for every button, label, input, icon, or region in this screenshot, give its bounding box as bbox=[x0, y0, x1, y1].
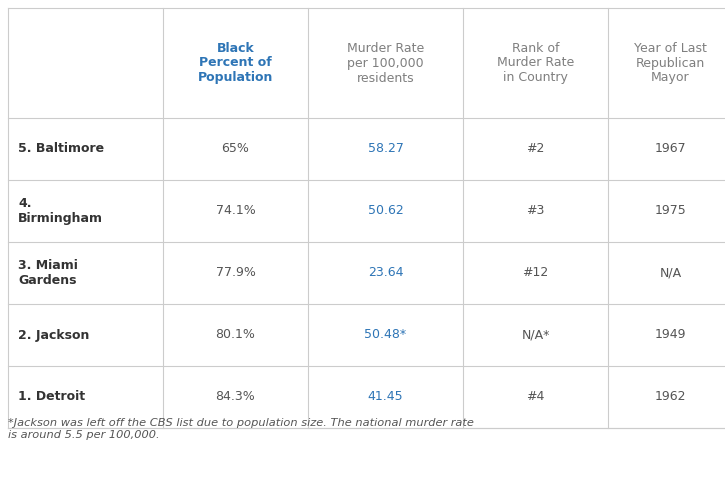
Text: 58.27: 58.27 bbox=[368, 142, 403, 155]
Text: #3: #3 bbox=[526, 205, 544, 217]
Text: 84.3%: 84.3% bbox=[215, 390, 255, 403]
Text: Year of Last
Republican
Mayor: Year of Last Republican Mayor bbox=[634, 41, 707, 84]
Text: #2: #2 bbox=[526, 142, 544, 155]
Text: 74.1%: 74.1% bbox=[215, 205, 255, 217]
Text: 23.64: 23.64 bbox=[368, 267, 403, 280]
Text: 1949: 1949 bbox=[655, 328, 687, 342]
Text: 1975: 1975 bbox=[655, 205, 687, 217]
Text: 50.62: 50.62 bbox=[368, 205, 403, 217]
Text: N/A: N/A bbox=[660, 267, 681, 280]
Text: Murder Rate
per 100,000
residents: Murder Rate per 100,000 residents bbox=[347, 41, 424, 84]
Text: 1. Detroit: 1. Detroit bbox=[18, 390, 85, 403]
Text: Rank of
Murder Rate
in Country: Rank of Murder Rate in Country bbox=[497, 41, 574, 84]
Text: 3. Miami
Gardens: 3. Miami Gardens bbox=[18, 259, 78, 287]
Text: 77.9%: 77.9% bbox=[215, 267, 255, 280]
Text: 50.48*: 50.48* bbox=[365, 328, 407, 342]
Text: 5. Baltimore: 5. Baltimore bbox=[18, 142, 104, 155]
Text: 4.
Birmingham: 4. Birmingham bbox=[18, 197, 103, 225]
Text: 1962: 1962 bbox=[655, 390, 687, 403]
Text: #4: #4 bbox=[526, 390, 544, 403]
Text: 2. Jackson: 2. Jackson bbox=[18, 328, 89, 342]
Text: #12: #12 bbox=[523, 267, 549, 280]
Text: *Jackson was left off the CBS list due to population size. The national murder r: *Jackson was left off the CBS list due t… bbox=[8, 418, 474, 440]
Text: 41.45: 41.45 bbox=[368, 390, 403, 403]
Text: 80.1%: 80.1% bbox=[215, 328, 255, 342]
Text: 65%: 65% bbox=[222, 142, 249, 155]
Text: N/A*: N/A* bbox=[521, 328, 550, 342]
Text: 1967: 1967 bbox=[655, 142, 687, 155]
Text: Black
Percent of
Population: Black Percent of Population bbox=[198, 41, 273, 84]
